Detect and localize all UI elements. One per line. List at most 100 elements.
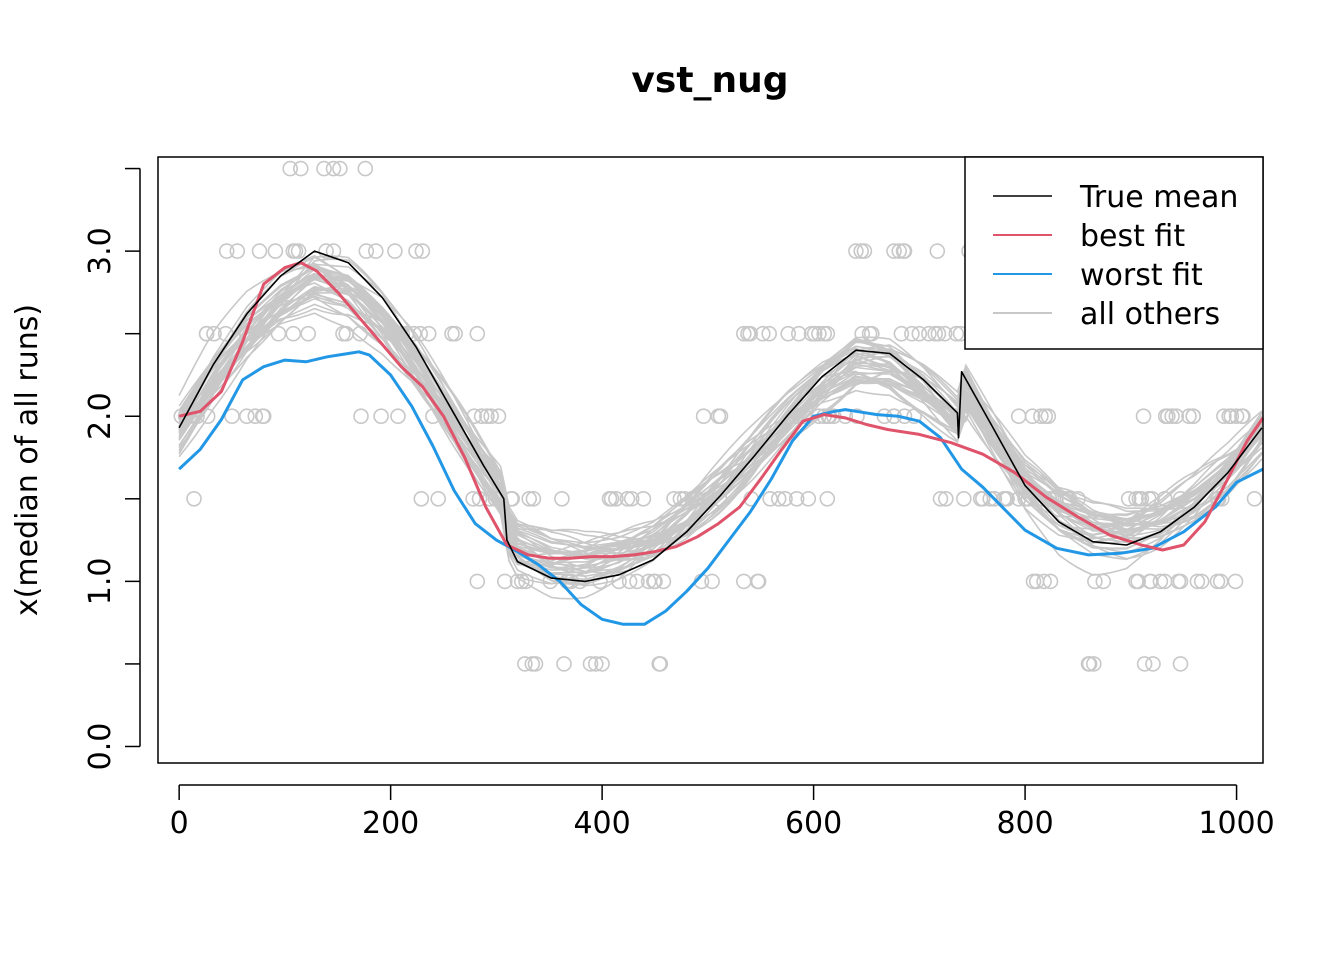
observation-point (937, 490, 954, 507)
observation-point (247, 408, 264, 425)
other-run-line (178, 274, 1263, 543)
legend-label-true-mean: True mean (1079, 180, 1238, 215)
observation-point (819, 490, 836, 507)
observation-point (601, 490, 618, 507)
observation-point (635, 490, 652, 507)
observation-point (816, 325, 833, 342)
observation-point (352, 325, 368, 342)
worst-fit-line (178, 350, 1264, 626)
observation-point (1128, 573, 1144, 590)
x-tick-label: 600 (785, 806, 842, 841)
observation-point (513, 573, 530, 590)
observation-point (684, 490, 700, 507)
observation-point (387, 243, 403, 259)
observation-point (487, 490, 504, 507)
observation-point (1152, 573, 1169, 590)
observation-point (1010, 408, 1027, 425)
observation-point (619, 490, 636, 507)
observation-point (1216, 408, 1232, 425)
observation-point (1228, 408, 1245, 425)
observation-point (199, 408, 216, 425)
observation-point (189, 408, 205, 425)
other-run-line (178, 258, 1263, 563)
plot-border (157, 156, 1264, 764)
observation-point (177, 408, 194, 425)
observation-point (911, 325, 928, 342)
observation-point (518, 573, 534, 590)
observation-point (292, 160, 309, 177)
observation-point (556, 656, 572, 672)
observation-point (701, 490, 717, 507)
observation-point (587, 656, 604, 672)
x-tick-label: 200 (362, 806, 419, 841)
observation-point (787, 408, 804, 425)
x-tick-label: 0 (170, 806, 189, 841)
observation-point (695, 408, 712, 425)
observation-point (623, 490, 640, 507)
observation-point (430, 490, 447, 507)
observation-point (1136, 656, 1153, 672)
observation-point (955, 490, 972, 507)
chart-title: vst_nug (631, 60, 788, 101)
observation-point (420, 325, 437, 342)
observation-point (367, 243, 384, 259)
observation-point (1061, 490, 1078, 507)
observation-point (608, 490, 624, 507)
observation-point (332, 160, 348, 177)
observation-point (982, 490, 999, 507)
observation-point (444, 325, 460, 342)
observation-point (527, 656, 544, 672)
observation-point (629, 573, 645, 590)
observation-point (735, 573, 752, 590)
observation-point (640, 573, 657, 590)
observation-point (1025, 573, 1042, 590)
observation-point (285, 325, 302, 342)
observation-point (676, 490, 693, 507)
observation-point (1156, 490, 1173, 507)
observation-point (479, 408, 495, 425)
true-mean-line (178, 250, 1263, 583)
observation-point (788, 490, 805, 507)
observation-point (229, 243, 246, 259)
observation-point (621, 573, 638, 590)
observation-point (290, 243, 307, 259)
observation-point (218, 243, 235, 259)
observation-point (672, 490, 689, 507)
observation-point (1168, 408, 1185, 425)
legend: True mean best fit worst fit all others (964, 156, 1264, 350)
observation-point (906, 408, 922, 425)
other-run-line (178, 312, 1263, 544)
observation-point (255, 408, 272, 425)
observation-point (856, 243, 873, 259)
axes: 0 200 400 600 800 1000 0.0 1.0 2.0 3.0 (83, 156, 1275, 841)
observation-point (594, 656, 610, 672)
observation-point (592, 573, 608, 590)
x-tick-label: 800 (996, 806, 1053, 841)
observation-point (267, 243, 284, 259)
observation-point (1212, 573, 1229, 590)
observation-point (770, 490, 787, 507)
observation-point (849, 408, 865, 425)
observation-point (447, 325, 463, 342)
observation-point (1172, 490, 1189, 507)
observation-point (239, 408, 255, 425)
observation-point (270, 325, 287, 342)
observation-point (413, 490, 430, 507)
observation-point (282, 160, 299, 177)
observation-point (357, 160, 374, 177)
observation-point (496, 573, 513, 590)
observation-point (469, 325, 486, 342)
observation-point (335, 325, 351, 342)
observation-point (811, 325, 827, 342)
observation-point (929, 243, 946, 259)
observation-point (896, 243, 913, 259)
observation-point (358, 243, 375, 259)
observation-point (711, 490, 728, 507)
observation-point (803, 325, 820, 342)
observation-point (325, 160, 342, 177)
observation-point (710, 408, 727, 425)
observation-point (1227, 573, 1244, 590)
observation-point (390, 408, 406, 425)
observation-point (1040, 408, 1057, 425)
